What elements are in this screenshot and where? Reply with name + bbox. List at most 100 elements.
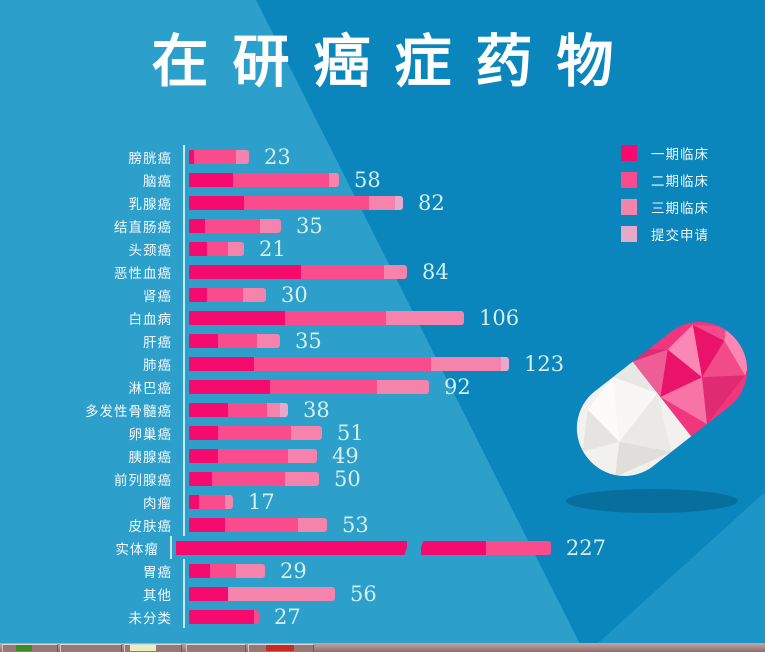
category-label: 未分类 [128, 610, 172, 626]
legend-item: 二期临床 [621, 172, 709, 189]
bar-value: 49 [332, 443, 359, 468]
bar-segment-phase2 [244, 195, 369, 210]
bar-segment-phase4 [280, 402, 288, 417]
bar-segment-phase1 [189, 356, 254, 371]
bar-value: 21 [259, 236, 286, 261]
legend-swatch-phase3 [621, 199, 637, 215]
bar-value: 56 [350, 581, 377, 606]
bar-value: 106 [479, 305, 520, 330]
bar-value: 30 [281, 282, 308, 307]
legend: 一期临床 二期临床 三期临床 提交申请 [621, 145, 709, 253]
bar-value: 51 [337, 420, 364, 445]
category-label: 肝癌 [143, 334, 172, 350]
legend-swatch-phase4 [621, 226, 637, 242]
bar-track: 21 [183, 236, 286, 261]
bar-segment-phase3 [285, 471, 319, 486]
bar-track: 51 [183, 420, 364, 445]
bar-segment-phase3 [288, 448, 317, 463]
bar-segment-phase1 [189, 379, 270, 394]
bar-track: 123 [183, 351, 565, 376]
bar-track: 30 [183, 282, 308, 307]
bar-row: 多发性骨髓癌 38 [6, 397, 606, 422]
bar-row: 结直肠癌 35 [6, 214, 606, 238]
bar-segment-phase2 [218, 448, 288, 463]
category-label: 卵巢癌 [128, 426, 172, 442]
category-label: 膀胱癌 [128, 150, 172, 166]
legend-label: 一期临床 [651, 147, 709, 162]
bar-segment-phase2 [218, 333, 257, 348]
bar-row: 前列腺癌 50 [6, 466, 606, 491]
bar-segment-phase3 [228, 586, 335, 601]
bar-value: 38 [303, 397, 330, 422]
bar-segment-phase3 [329, 172, 339, 187]
bar-segment-phase2 [199, 494, 225, 509]
bar-value: 17 [248, 489, 275, 514]
bar-segment-phase2 [485, 540, 551, 555]
category-label: 多发性骨髓癌 [85, 403, 172, 419]
bar-segment-phase1 [189, 218, 205, 233]
bar-track: 82 [183, 191, 445, 215]
taskbar-button[interactable] [186, 644, 246, 652]
category-label: 淋巴癌 [128, 380, 172, 396]
bar-segment-phase1 [189, 448, 218, 463]
bar-row: 其他 56 [6, 581, 606, 606]
category-label: 脑癌 [143, 173, 172, 189]
bar-segment-phase2 [205, 218, 260, 233]
bar-segment-phase2 [301, 264, 384, 279]
bar-value: 92 [444, 374, 471, 399]
bar-row: 肾癌 30 [6, 282, 606, 307]
bar-segment-phase1 [189, 264, 301, 279]
bar-segment-phase3 [225, 494, 233, 509]
bar-segment-phase1 [189, 471, 212, 486]
bar-track: 84 [183, 259, 449, 284]
bar-segment-phase1 [175, 540, 407, 555]
bar-row: 卵巢癌 51 [6, 420, 606, 445]
bar-value: 123 [524, 351, 565, 376]
bar-row: 皮肤癌 53 [6, 513, 606, 537]
bar-segment-phase1 [189, 609, 254, 624]
bar-segment-phase1 [189, 425, 218, 440]
bar-segment-phase3 [236, 563, 265, 578]
taskbar[interactable] [0, 643, 765, 652]
bar-segment-phase3 [298, 517, 327, 532]
bar-track: 49 [183, 443, 359, 468]
bar-segment-phase4 [501, 356, 509, 371]
bar-row: 肉瘤 17 [6, 489, 606, 514]
legend-item: 一期临床 [621, 145, 709, 162]
bar-row: 未分类 27 [6, 604, 606, 629]
bar-track: 38 [183, 397, 330, 422]
bar-segment-phase3 [267, 402, 280, 417]
bar-value: 58 [354, 167, 381, 192]
bar-row: 脑癌 58 [6, 167, 606, 192]
bar-segment-phase3 [291, 425, 322, 440]
bar-segment-phase2 [225, 517, 298, 532]
bar-segment-phase2 [218, 425, 291, 440]
category-label: 乳腺癌 [128, 196, 172, 212]
category-label: 恶性血癌 [114, 265, 172, 281]
bar-row: 胰腺癌 49 [6, 443, 606, 468]
bar-segment-phase3 [260, 218, 281, 233]
category-label: 肺癌 [143, 357, 172, 373]
bar-segment-phase2 [212, 471, 285, 486]
bar-segment-phase3 [431, 356, 501, 371]
category-label: 肾癌 [143, 288, 172, 304]
legend-item: 三期临床 [621, 199, 709, 216]
bar-segment-phase1 [189, 494, 199, 509]
bar-track: 56 [183, 581, 377, 606]
bar-value: 27 [274, 604, 301, 629]
bar-segment-phase3 [257, 333, 280, 348]
chart: 膀胱癌 23 脑癌 58 乳腺癌 82 结直肠癌 35 头颈癌 21 恶性血癌 84 肾癌 30 白血病 10… [6, 145, 606, 629]
bar-row: 肝癌 35 [6, 329, 606, 353]
bar-value: 50 [334, 466, 361, 491]
bar-row: 恶性血癌 84 [6, 259, 606, 284]
bar-segment-phase2 [285, 310, 386, 325]
category-label: 实体瘤 [115, 541, 159, 557]
category-label: 胰腺癌 [128, 449, 172, 465]
bar-track: 29 [183, 559, 307, 583]
bar-segment-phase1 [189, 517, 225, 532]
bar-segment-phase1 [189, 310, 285, 325]
taskbar-button[interactable] [60, 644, 122, 652]
bar-value: 84 [422, 259, 449, 284]
bar-segment-phase2 [228, 402, 267, 417]
